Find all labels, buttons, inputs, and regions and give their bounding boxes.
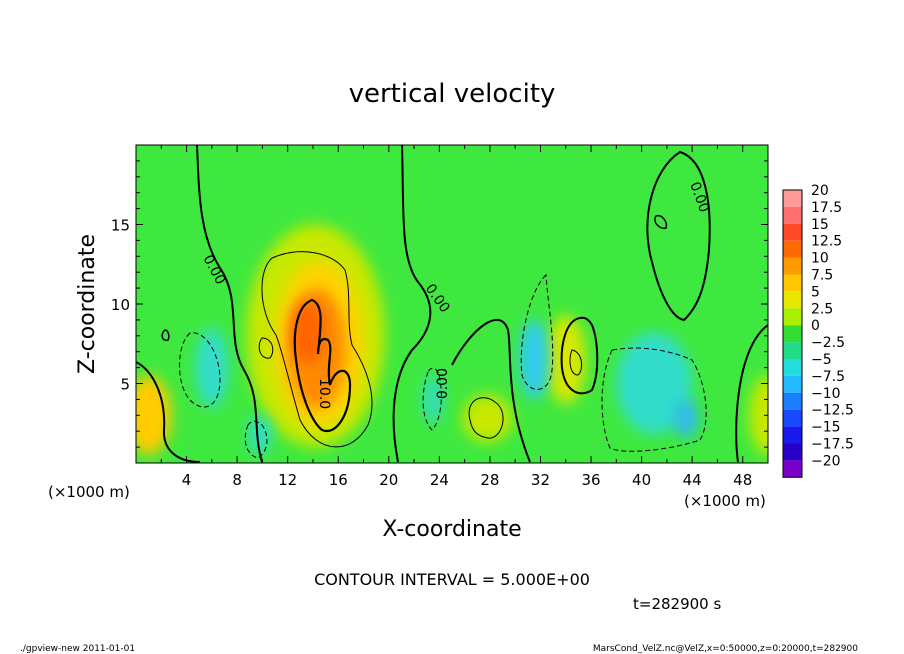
x-tick-label: 20 — [379, 471, 398, 489]
x-tick-label: 48 — [733, 471, 752, 489]
colorbar-label: 2.5 — [811, 301, 833, 317]
contour-neg-right — [601, 347, 707, 452]
colorbar-label: −7.5 — [811, 369, 845, 385]
y-tick-label: 15 — [111, 217, 130, 235]
field-blob — [749, 375, 768, 456]
field-blob — [422, 375, 444, 424]
colorbar-cell — [783, 460, 802, 478]
x-tick-label: 4 — [182, 471, 192, 489]
colorbar-label: 17.5 — [811, 200, 842, 216]
colorbar-label: 0 — [811, 318, 820, 334]
colorbar-label: 20 — [811, 183, 829, 199]
contour-neg-center — [422, 367, 442, 431]
contour-neg-small-1 — [161, 329, 170, 342]
x-unit-right: (×1000 m) — [684, 492, 766, 510]
contour-zero-topright — [646, 150, 711, 322]
contour-pos-bottom — [468, 397, 504, 439]
colorbar-cell — [783, 240, 802, 258]
colorbar-label: −2.5 — [811, 335, 845, 351]
colorbar-label: −5 — [811, 352, 832, 368]
plot-area: 0.00 0.00 0.00 10.0 0.00 — [135, 144, 769, 464]
contour-neg-mid — [520, 273, 554, 390]
colorbar-label: 7.5 — [811, 268, 833, 284]
colorbar-frame — [782, 189, 803, 478]
y-tick-label: 5 — [120, 376, 130, 394]
footer-right: MarsCond_VelZ.nc@VelZ,x=0:50000,z=0:2000… — [593, 644, 858, 654]
colorbar-cell — [783, 291, 802, 309]
footer-left: ./gpview-new 2011-01-01 — [20, 644, 135, 654]
contour-zero-lower-left — [136, 361, 201, 463]
colorbar-label: −10 — [811, 386, 841, 402]
colorbar-label: −20 — [811, 453, 841, 469]
x-tick-label: 12 — [278, 471, 297, 489]
colorbar-label: 12.5 — [811, 234, 842, 250]
contour-zero-right — [735, 324, 768, 463]
contour-neg-lower — [244, 420, 268, 459]
contour-neg-left — [179, 332, 221, 408]
colorbar-cell — [783, 223, 802, 241]
contour-five — [261, 251, 373, 448]
colorbar-label: −17.5 — [811, 437, 854, 453]
colorbar-cell — [783, 190, 802, 207]
colorbar: 2017.51512.5107.552.50−2.5−5−7.5−10−12.5… — [782, 183, 854, 478]
contour-lines — [136, 145, 768, 463]
time-label: t=282900 s — [633, 595, 721, 613]
y-tick-label: 10 — [111, 296, 130, 314]
colorbar-label: −15 — [811, 420, 841, 436]
colorbar-label: 5 — [811, 284, 820, 300]
field-blob — [136, 375, 172, 456]
field-blob — [248, 415, 272, 454]
x-tick-label: 28 — [480, 471, 499, 489]
x-tick-label: 24 — [430, 471, 449, 489]
contour-pos-right — [560, 316, 599, 395]
colorbar-cell — [783, 308, 802, 326]
x-tick-label: 16 — [329, 471, 348, 489]
x-unit-left: (×1000 m) — [48, 483, 130, 501]
x-tick-label: 40 — [632, 471, 651, 489]
colorbar-cell — [783, 342, 802, 359]
contour-zero-mid — [392, 145, 432, 463]
colorbar-cell — [783, 206, 802, 224]
colorbar-cell — [783, 426, 802, 444]
colorbar-cell — [783, 392, 802, 410]
contour-zero-left — [196, 145, 263, 463]
colorbar-cell — [783, 375, 802, 393]
colorbar-cell — [783, 325, 802, 343]
x-axis-label: X-coordinate — [382, 517, 521, 542]
field-blob — [518, 319, 550, 400]
colorbar-cell — [783, 257, 802, 275]
field-blob — [673, 399, 699, 438]
colorbar-cell — [783, 409, 802, 427]
colorbar-cell — [783, 359, 802, 376]
contour-interval: CONTOUR INTERVAL = 5.000E+00 — [314, 570, 590, 589]
contour-label: 0.00 — [435, 368, 451, 399]
contour-label: 10.0 — [316, 378, 332, 409]
contour-zero-stripe — [451, 318, 531, 463]
colorbar-label: −12.5 — [811, 403, 854, 419]
contour-pos-left-small — [258, 337, 274, 359]
field-blob — [291, 300, 325, 365]
chart-title: vertical velocity — [349, 79, 556, 109]
colorbar-label: 10 — [811, 251, 829, 267]
x-tick-label: 32 — [531, 471, 550, 489]
x-tick-label: 36 — [581, 471, 600, 489]
contour-neg-small-2 — [654, 214, 668, 230]
field-blob — [616, 332, 693, 435]
colorbar-cell — [783, 274, 802, 292]
contour-ten — [293, 298, 352, 433]
colorbar-cell — [783, 443, 802, 461]
contour-pos-small — [569, 349, 583, 376]
x-tick-label: 44 — [683, 471, 702, 489]
y-axis-label: Z-coordinate — [75, 234, 100, 374]
field-blob — [195, 327, 229, 408]
x-tick-label: 8 — [232, 471, 242, 489]
colorbar-label: 15 — [811, 217, 829, 233]
field-blob — [545, 315, 586, 405]
